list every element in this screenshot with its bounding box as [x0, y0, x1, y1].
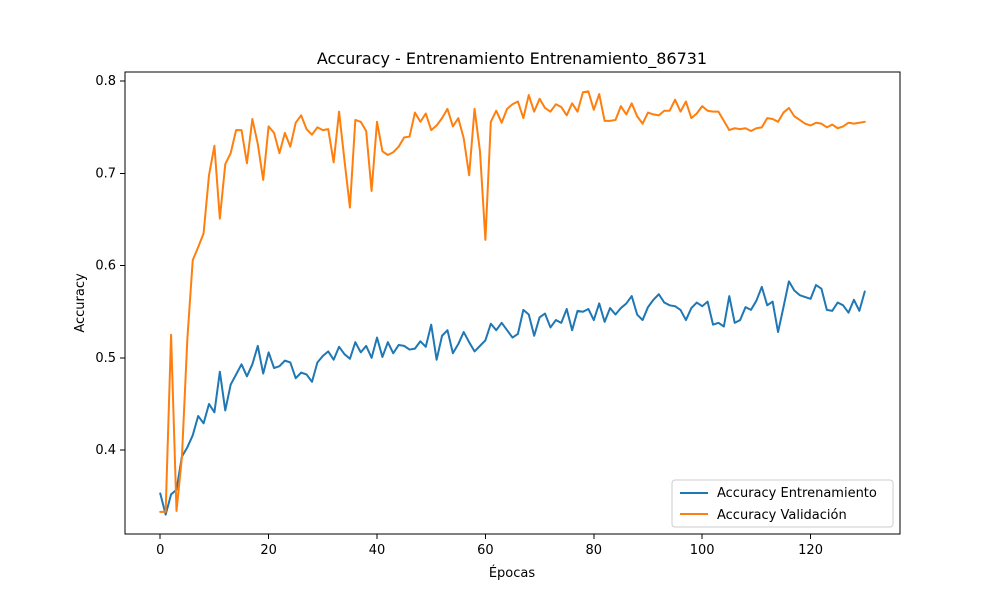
legend-box — [671, 479, 894, 528]
series-line-validation — [159, 90, 866, 513]
series-layer — [159, 90, 866, 516]
y-tick-label: 0.4 — [95, 443, 116, 458]
legend-label-validation: Accuracy Validación — [717, 508, 847, 523]
x-tick-label: 60 — [477, 543, 494, 558]
y-axis-label: Accuracy — [73, 273, 88, 333]
plot-frame — [124, 71, 901, 535]
x-tick-label: 0 — [156, 543, 164, 558]
y-tick-label: 0.5 — [95, 351, 116, 366]
y-tick-label: 0.7 — [95, 166, 116, 181]
x-tick-label: 100 — [690, 543, 715, 558]
x-axis-ticks: 0 20 40 60 80 100 120 — [156, 534, 823, 558]
x-tick-label: 20 — [260, 543, 277, 558]
y-tick-label: 0.8 — [95, 74, 116, 89]
x-tick-label: 80 — [586, 543, 603, 558]
chart-title: Accuracy - Entrenamiento Entrenamiento_8… — [317, 49, 707, 69]
legend: Accuracy Entrenamiento Accuracy Validaci… — [671, 479, 894, 528]
series-line-train — [159, 280, 866, 516]
x-tick-label: 40 — [369, 543, 386, 558]
x-axis-label: Épocas — [489, 565, 536, 581]
y-axis-ticks: 0.4 0.5 0.6 0.7 0.8 — [95, 74, 125, 458]
x-tick-label: 120 — [798, 543, 823, 558]
y-tick-label: 0.6 — [95, 259, 116, 274]
legend-label-train: Accuracy Entrenamiento — [717, 486, 877, 501]
